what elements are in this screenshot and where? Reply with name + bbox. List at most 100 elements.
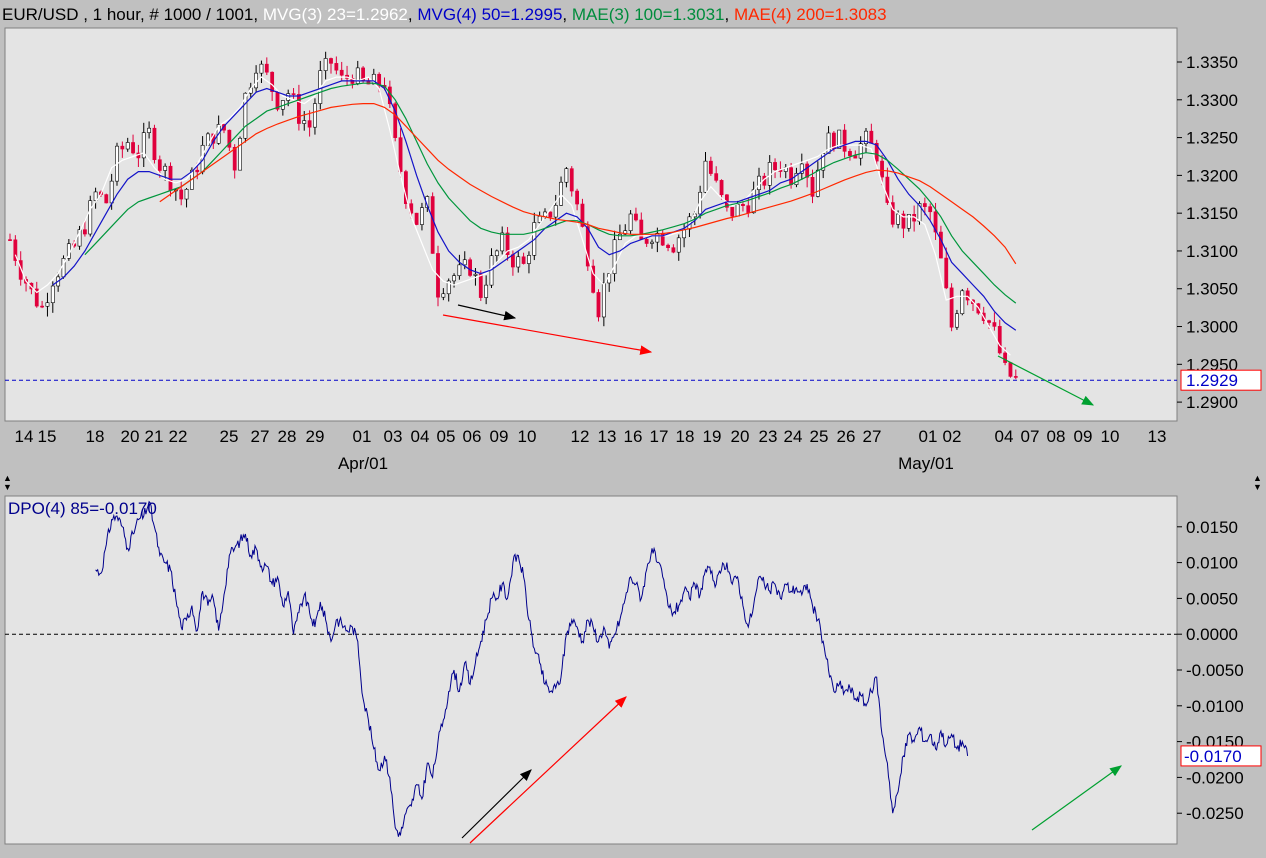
candle [45,292,50,317]
candle-body [109,180,114,204]
candle-body [505,232,510,255]
candle-body [949,287,954,328]
candle-body [682,228,687,239]
candle [334,56,339,75]
candle-body [302,120,307,124]
time-tick-label: 15 [38,427,57,446]
price-arrow-black [457,304,517,321]
time-tick-label: 21 [145,427,164,446]
candle-body [398,137,403,172]
candle [955,309,959,330]
candle-body [307,120,312,128]
candle-body [655,232,660,243]
candle-body [628,213,633,232]
candle-body [334,63,339,71]
candle-body [821,153,826,171]
legend-mvg50: MVG(4) 50=1.2995 [417,5,563,24]
splitter-down-icon-right[interactable]: ▼ [1253,482,1262,492]
dpo-tick-label: -0.0200 [1186,768,1244,787]
candle-body [313,103,317,128]
candle-body [799,163,804,174]
candle [703,151,708,194]
candle-body [238,137,242,171]
candle [120,141,125,158]
time-tick-label: 23 [759,427,778,446]
candle-body [232,146,237,171]
candle [1008,361,1013,378]
time-tick-label: 14 [15,427,34,446]
candle-body [393,103,398,138]
candle [864,127,868,154]
candle [179,180,184,206]
candle-body [414,212,419,225]
candle-body [874,142,879,162]
splitter-up-icon[interactable]: ▲ [3,473,12,483]
candle-body [264,63,269,73]
candle [88,195,93,237]
candle [83,219,87,237]
candle [719,179,724,200]
candle-body [125,142,130,150]
candle-body [735,203,740,217]
candle-body [751,189,756,214]
candle-body [462,259,467,266]
candle-body [676,237,681,253]
candle [655,227,660,253]
mae100-line [84,82,1017,304]
price-tick-label: 1.3300 [1186,91,1238,110]
candle [949,283,954,332]
candle-body [227,129,232,148]
dpo-line [95,500,969,837]
candle-body [794,173,799,185]
candle-body [243,92,248,139]
candle [420,202,424,231]
candle-body [719,180,724,196]
candle [227,129,232,152]
time-tick-label: 02 [943,427,962,446]
candle-body [858,143,863,159]
splitter-up-icon-right[interactable]: ▲ [1253,473,1262,483]
time-tick-label: 17 [650,427,669,446]
candle-body [880,160,884,178]
candle-body [510,254,515,268]
candle [232,144,237,179]
candle [77,225,82,250]
candle-body [157,159,162,171]
candle-body [521,256,526,264]
candle [484,275,489,305]
candle-body [601,282,606,318]
candle-body [564,168,569,183]
candle-body [848,151,852,156]
candle-body [329,58,333,64]
candle-body [671,247,676,253]
splitter-down-icon[interactable]: ▼ [3,482,12,492]
candle-body [666,244,670,248]
candle-body [741,203,745,206]
candle-body [163,165,168,171]
candle-body [45,302,50,307]
legend-symbol: EUR/USD , 1 hour, # 1000 / 1001 [2,5,254,24]
dpo-tick-label: -0.0250 [1186,804,1244,823]
time-tick-label: 03 [384,427,403,446]
time-tick-label: 27 [251,427,270,446]
candle-body [296,94,301,124]
candle-body [992,322,997,327]
candle [671,244,676,254]
candle [799,153,804,180]
price-tick-label: 1.2950 [1186,355,1238,374]
candle-body [580,203,585,227]
price-tick-label: 1.3050 [1186,280,1238,299]
candle [1013,369,1018,380]
time-tick-label: 24 [784,427,803,446]
candle-body [708,160,713,174]
candle [575,188,580,211]
time-tick-label: 26 [837,427,856,446]
legend-mae100: MAE(3) 100=1.3031 [571,5,725,24]
candle-body [650,241,654,244]
candle [960,289,965,316]
candle [885,167,890,205]
candle-body [553,205,558,218]
panel-splitter[interactable]: ▲ ▼ ▲ ▼ [0,473,1266,492]
price-legend: EUR/USD , 1 hour, # 1000 / 1001, MVG(3) … [2,5,887,24]
